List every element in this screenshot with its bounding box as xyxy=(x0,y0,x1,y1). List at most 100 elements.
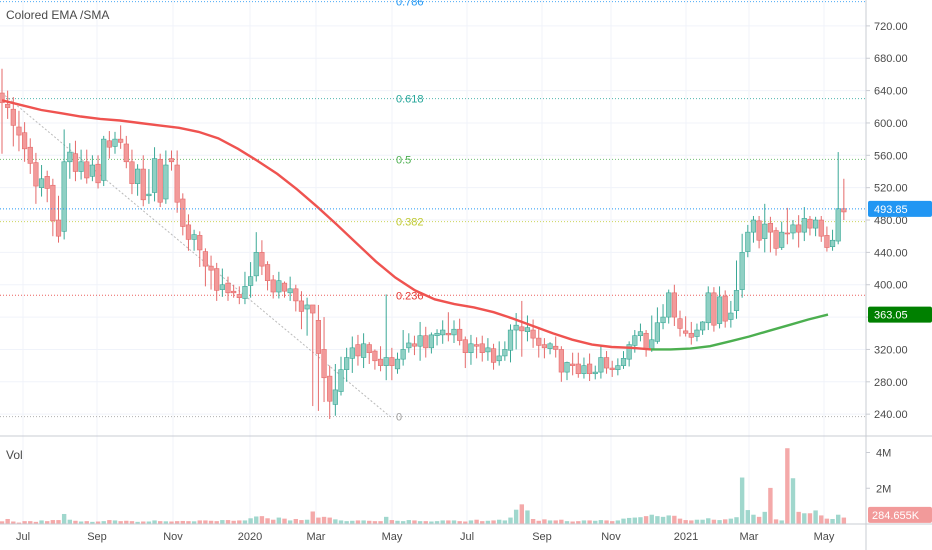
volume-bar xyxy=(350,520,355,524)
volume-bar xyxy=(525,510,530,524)
candle-body xyxy=(360,343,367,358)
volume-bar xyxy=(304,519,310,524)
candle-body xyxy=(293,288,299,302)
volume-bar xyxy=(610,521,615,524)
volume-bar xyxy=(338,520,344,524)
volume-bar xyxy=(5,518,10,524)
indicator-title[interactable]: Colored EMA /SMA xyxy=(6,8,110,22)
candle-body xyxy=(632,335,638,346)
volume-bar xyxy=(67,519,72,524)
candle-body xyxy=(536,337,542,346)
candle-body xyxy=(694,329,700,337)
volume-bar xyxy=(813,510,818,524)
candle-body xyxy=(473,344,480,347)
candle-body xyxy=(248,276,254,286)
candle-body xyxy=(818,219,824,237)
volume-bar xyxy=(756,516,762,524)
volume-bar xyxy=(819,515,824,524)
candle-body xyxy=(564,362,570,373)
volume-bar xyxy=(536,520,541,524)
candle-body xyxy=(615,365,621,370)
volume-bar xyxy=(220,520,225,524)
candle-body xyxy=(377,358,384,366)
volume-bar xyxy=(502,520,508,524)
volume-bar xyxy=(237,520,242,524)
candle-body xyxy=(208,265,214,271)
candle-body xyxy=(643,332,649,350)
ma-line-rising xyxy=(651,313,829,351)
volume-bar xyxy=(90,521,95,524)
volume-bar xyxy=(186,521,191,524)
candle-body xyxy=(502,349,508,357)
volume-bar xyxy=(73,520,78,524)
volume-bar xyxy=(271,519,276,524)
candle-body xyxy=(140,168,146,201)
volume-bar xyxy=(513,509,519,524)
candle-body xyxy=(457,328,463,341)
candle-body xyxy=(428,334,435,349)
candle-body xyxy=(756,220,762,241)
candle-body xyxy=(688,332,694,338)
candle-body xyxy=(270,279,276,293)
volume-bar xyxy=(836,514,841,524)
candle-body xyxy=(10,108,16,126)
volume-bar xyxy=(429,521,434,524)
volume-bar xyxy=(28,521,33,524)
volume-bar xyxy=(344,521,349,524)
fib-level-label: 0.786 xyxy=(396,0,424,9)
volume-bar xyxy=(497,519,502,524)
volume-bar xyxy=(457,521,462,524)
volume-bar xyxy=(739,477,745,524)
candle-body xyxy=(750,219,757,233)
volume-bar xyxy=(807,513,813,524)
volume-bar xyxy=(316,517,321,524)
volume-bar xyxy=(463,521,468,524)
candle-body xyxy=(637,331,644,336)
candle-body xyxy=(671,292,677,318)
candle-body xyxy=(55,219,62,237)
candle-body xyxy=(626,344,632,360)
candle-body xyxy=(67,151,73,163)
volume-bar xyxy=(169,521,174,524)
candle-body xyxy=(581,365,587,375)
candle-body xyxy=(191,234,197,240)
volume-bar xyxy=(242,520,248,524)
candle-body xyxy=(660,316,666,324)
price-axis-label: 680.00 xyxy=(874,53,908,65)
candle-body xyxy=(705,292,711,324)
candle-body xyxy=(304,304,310,310)
volume-bar xyxy=(287,520,293,524)
candle-body xyxy=(214,268,220,291)
candle-body xyxy=(767,222,773,233)
volume-bar xyxy=(214,521,219,524)
candle-body xyxy=(163,164,169,200)
volume-bar xyxy=(367,520,372,524)
candle-body xyxy=(603,357,610,369)
candlesticks xyxy=(0,68,847,420)
volume-bar xyxy=(248,518,253,524)
volume-bar xyxy=(570,521,575,524)
candle-body xyxy=(485,347,491,353)
volume-bar xyxy=(598,520,604,524)
candle-body xyxy=(123,143,129,163)
price-axis-label: 280.00 xyxy=(874,377,908,389)
volume-bar xyxy=(400,521,406,524)
current-price-tag-bg xyxy=(868,200,932,217)
axes[interactable]: 720.00 680.00 640.00 600.00 560.00 520.00 480.… xyxy=(16,21,932,543)
candle-body xyxy=(259,252,265,267)
volume-bar xyxy=(745,510,750,524)
volume-bar xyxy=(333,519,338,524)
candle-body xyxy=(496,355,502,362)
candle-body xyxy=(440,329,446,336)
volume-title[interactable]: Vol xyxy=(6,448,23,462)
candle-body xyxy=(101,138,107,181)
candle-body xyxy=(281,282,288,292)
candle-body xyxy=(310,304,316,314)
candle-body xyxy=(524,327,531,332)
volume-bar xyxy=(146,521,152,524)
volume-bar xyxy=(779,520,784,524)
candle-body xyxy=(654,322,660,342)
volume-bar xyxy=(796,511,801,524)
volume-bar xyxy=(666,515,671,524)
